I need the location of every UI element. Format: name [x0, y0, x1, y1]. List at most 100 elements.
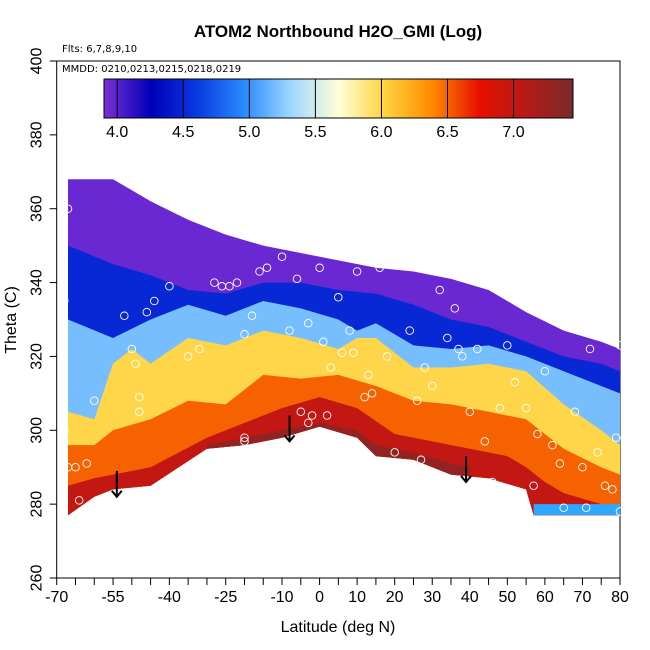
observation-point — [232, 278, 242, 287]
colorbar-tick-label: 6.0 — [370, 124, 392, 141]
observation-point — [360, 392, 369, 402]
observation-markers — [59, 204, 625, 516]
y-tick-label: 300 — [29, 417, 46, 444]
observation-point — [420, 363, 429, 372]
x-tick-label: -40 — [158, 589, 181, 606]
x-axis: -70 -55 -40 -25 -10 0 10 20 30 40 50 60 70 80 — [45, 578, 629, 606]
observation-point — [615, 341, 625, 350]
arrow — [460, 456, 472, 484]
x-tick-label: -10 — [270, 589, 293, 606]
observation-point — [345, 326, 354, 335]
x-tick-label: 70 — [574, 589, 592, 606]
observation-point — [319, 337, 328, 346]
observation-point — [322, 411, 332, 420]
colorbar-tick-label: 6.5 — [436, 124, 458, 141]
observation-point — [304, 418, 313, 428]
colorbar-tick-label: 4.0 — [106, 124, 128, 141]
observation-point — [503, 341, 512, 350]
observation-point — [142, 307, 152, 317]
y-axis: 260 280 300 320 340 360 380 400 — [29, 48, 57, 592]
arrow — [111, 470, 123, 499]
observation-point — [367, 389, 377, 398]
observation-point — [593, 448, 602, 457]
observation-point — [349, 348, 358, 357]
heatmap-field — [68, 179, 620, 516]
observation-point — [412, 396, 422, 405]
observation-point — [225, 282, 234, 291]
observation-point — [480, 437, 490, 446]
observation-point — [390, 448, 399, 457]
observation-point — [559, 503, 568, 513]
observation-point — [521, 403, 531, 413]
observation-point — [127, 344, 137, 354]
colorbar-tick-label: 5.0 — [238, 124, 260, 141]
observation-point — [307, 411, 317, 420]
colorbar: 4.0 4.5 5.0 5.5 6.0 6.5 7.0 — [103, 78, 574, 141]
observation-point — [397, 252, 407, 261]
y-tick-label: 380 — [29, 121, 46, 148]
observation-point — [210, 278, 219, 287]
y-tick-label: 260 — [29, 565, 46, 592]
observation-point — [510, 378, 520, 387]
observation-point — [150, 296, 159, 306]
observation-point — [165, 282, 174, 291]
observation-point — [458, 352, 467, 361]
observation-point — [262, 263, 272, 273]
observation-point — [364, 370, 373, 380]
observation-point — [495, 403, 505, 413]
observation-point — [131, 359, 140, 369]
observation-point — [611, 433, 621, 442]
x-tick-label: 40 — [461, 589, 479, 606]
x-tick-label: 20 — [386, 589, 404, 606]
observation-point — [465, 407, 475, 417]
observation-point — [135, 407, 144, 417]
observation-point — [352, 267, 362, 276]
observation-point — [337, 348, 347, 357]
chart-title: ATOM2 Northbound H2O_GMI (Log) — [194, 22, 482, 41]
colorbar-gradient — [103, 78, 574, 119]
observation-point — [74, 496, 84, 505]
observation-point — [529, 481, 538, 490]
observation-point — [240, 330, 249, 339]
x-tick-label: -70 — [45, 589, 68, 606]
x-tick-label: 30 — [423, 589, 441, 606]
observation-point — [427, 381, 437, 391]
flights-annotation: Flts: 6,7,8,9,10 — [62, 44, 137, 55]
observation-point — [608, 485, 617, 494]
dates-annotation: MMDD: 0210,0213,0215,0218,0219 — [62, 64, 241, 75]
observation-point — [555, 459, 565, 468]
observation-point — [255, 267, 264, 276]
observation-point — [90, 396, 99, 405]
observation-point — [600, 481, 610, 490]
y-tick-label: 360 — [29, 195, 46, 222]
arrows — [111, 415, 472, 499]
x-tick-label: 50 — [498, 589, 516, 606]
observation-point — [405, 326, 414, 335]
observation-point — [585, 344, 595, 354]
colorbar-tick-label: 4.5 — [172, 124, 194, 141]
observation-point — [454, 344, 463, 354]
observation-point — [548, 440, 557, 450]
colorbar-tick-label: 7.0 — [502, 124, 524, 141]
observation-point — [315, 263, 324, 273]
observation-point — [240, 437, 249, 446]
observation-point — [375, 263, 384, 273]
x-tick-label: -25 — [214, 589, 237, 606]
observation-point — [450, 304, 460, 313]
y-tick-label: 280 — [29, 491, 46, 518]
observation-point — [71, 462, 80, 472]
observation-point — [240, 433, 249, 442]
x-tick-label: 10 — [348, 589, 366, 606]
observation-point — [533, 429, 542, 439]
x-tick-label: -55 — [101, 589, 124, 606]
y-tick-label: 320 — [29, 343, 46, 370]
observation-point — [304, 318, 313, 328]
observation-point — [183, 352, 193, 361]
observation-point — [540, 366, 550, 376]
arrow — [283, 415, 296, 443]
observation-point — [578, 462, 587, 472]
observation-point — [570, 407, 580, 417]
observation-point — [135, 392, 144, 402]
observation-point — [285, 326, 294, 335]
